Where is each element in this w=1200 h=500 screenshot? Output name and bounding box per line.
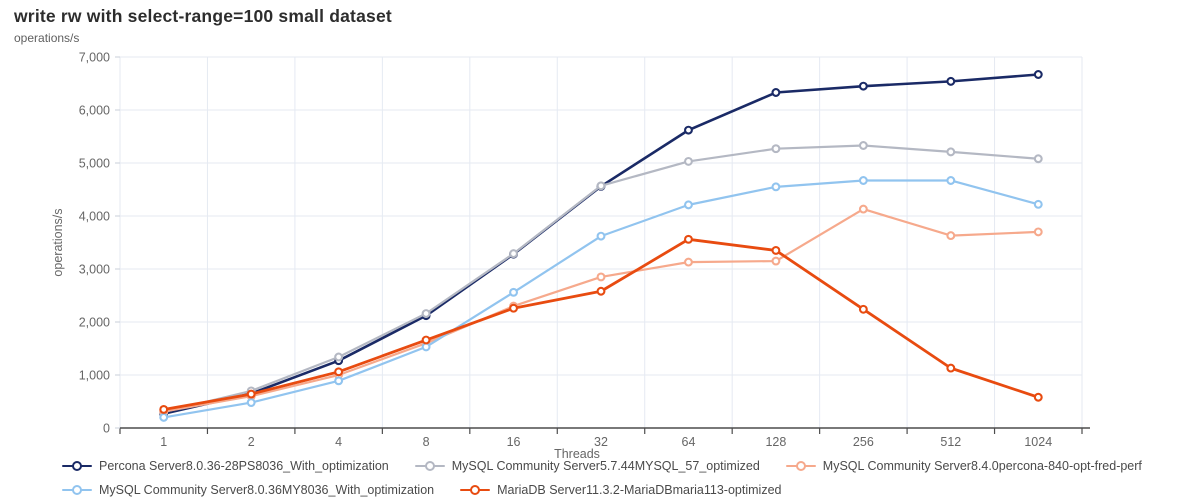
- x-tick-label: 64: [682, 435, 696, 449]
- x-tick-label: 8: [423, 435, 430, 449]
- y-tick-label: 7,000: [79, 51, 110, 65]
- data-point[interactable]: [858, 204, 868, 214]
- data-point[interactable]: [509, 249, 518, 259]
- data-point[interactable]: [684, 234, 693, 244]
- data-point[interactable]: [771, 256, 781, 266]
- x-axis-title: Threads: [554, 447, 600, 461]
- y-tick-label: 0: [103, 422, 110, 436]
- data-point[interactable]: [771, 246, 781, 255]
- y-unit-label: operations/s: [14, 31, 80, 45]
- data-point[interactable]: [858, 176, 868, 185]
- legend-marker-icon: [785, 460, 816, 471]
- legend-marker-icon: [62, 460, 92, 471]
- legend-item[interactable]: MariaDB Server11.3.2-MariaDBmaria113-opt…: [460, 479, 781, 500]
- data-point[interactable]: [684, 125, 693, 135]
- data-point[interactable]: [771, 144, 781, 154]
- data-point[interactable]: [246, 398, 256, 408]
- data-point[interactable]: [159, 412, 169, 422]
- data-point[interactable]: [858, 81, 868, 91]
- legend-item[interactable]: MySQL Community Server5.7.44MYSQL_57_opt…: [414, 455, 760, 476]
- x-tick-label: 128: [765, 435, 786, 449]
- x-tick-label: 4: [335, 435, 342, 449]
- data-point[interactable]: [946, 363, 956, 373]
- legend-label: MySQL Community Server8.4.0percona-840-o…: [822, 458, 1142, 473]
- x-tick-label: 512: [940, 435, 961, 449]
- y-axis-title: operations/s: [51, 208, 65, 276]
- data-point[interactable]: [946, 147, 956, 157]
- x-tick-label: 32: [594, 435, 608, 449]
- data-point[interactable]: [684, 257, 693, 267]
- data-point[interactable]: [1033, 227, 1043, 237]
- legend-marker-icon: [414, 460, 445, 471]
- y-tick-label: 2,000: [79, 316, 110, 330]
- data-point[interactable]: [596, 272, 606, 282]
- data-point[interactable]: [684, 156, 693, 166]
- data-point[interactable]: [421, 342, 431, 352]
- legend-label: Percona Server8.0.36-28PS8036_With_optim…: [99, 458, 389, 473]
- legend-item[interactable]: MySQL Community Server8.0.36MY8036_With_…: [62, 479, 434, 500]
- data-point[interactable]: [946, 76, 956, 86]
- data-point[interactable]: [1033, 199, 1043, 209]
- data-point[interactable]: [858, 141, 868, 150]
- data-point[interactable]: [771, 88, 781, 97]
- data-point[interactable]: [509, 303, 518, 313]
- data-point[interactable]: [1033, 70, 1043, 79]
- data-point[interactable]: [596, 286, 606, 296]
- data-point[interactable]: [596, 181, 606, 191]
- x-tick-label: 1: [160, 435, 167, 449]
- x-tick-label: 256: [853, 435, 874, 449]
- data-point[interactable]: [1033, 154, 1043, 164]
- data-point[interactable]: [421, 335, 431, 345]
- legend-marker-icon: [62, 484, 92, 495]
- data-point[interactable]: [1033, 392, 1043, 402]
- data-point[interactable]: [509, 287, 518, 297]
- legend-label: MySQL Community Server5.7.44MYSQL_57_opt…: [451, 458, 760, 473]
- y-tick-label: 4,000: [79, 210, 110, 224]
- data-point[interactable]: [946, 231, 956, 241]
- x-tick-label: 2: [248, 435, 255, 449]
- legend-label: MariaDB Server11.3.2-MariaDBmaria113-opt…: [497, 482, 782, 497]
- y-tick-label: 3,000: [79, 263, 110, 277]
- chart-legend: Percona Server8.0.36-28PS8036_With_optim…: [62, 455, 1147, 500]
- data-point[interactable]: [334, 367, 344, 377]
- legend-marker-icon: [460, 484, 491, 495]
- data-point[interactable]: [771, 182, 781, 192]
- data-point[interactable]: [334, 352, 344, 362]
- y-tick-label: 1,000: [79, 369, 110, 383]
- x-tick-label: 1024: [1024, 435, 1052, 449]
- data-point[interactable]: [159, 405, 169, 414]
- data-point[interactable]: [596, 231, 606, 241]
- data-point[interactable]: [246, 389, 256, 399]
- y-tick-label: 5,000: [79, 157, 110, 171]
- legend-item[interactable]: MySQL Community Server8.4.0percona-840-o…: [785, 455, 1142, 476]
- data-point[interactable]: [684, 200, 693, 210]
- chart-title: write rw with select-range=100 small dat…: [14, 6, 392, 26]
- data-point[interactable]: [858, 304, 868, 314]
- legend-item[interactable]: Percona Server8.0.36-28PS8036_With_optim…: [62, 455, 389, 476]
- y-tick-label: 6,000: [79, 104, 110, 118]
- legend-label: MySQL Community Server8.0.36MY8036_With_…: [99, 482, 435, 497]
- data-point[interactable]: [946, 176, 956, 185]
- x-tick-label: 16: [507, 435, 521, 449]
- data-point[interactable]: [334, 376, 344, 386]
- data-point[interactable]: [421, 309, 431, 318]
